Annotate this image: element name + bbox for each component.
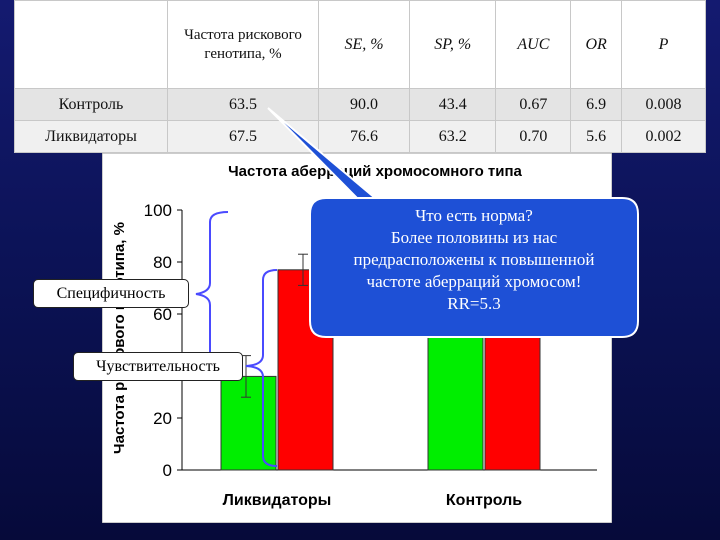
header-cell-se: SE, % xyxy=(317,0,411,89)
table-cell: 90.0 xyxy=(317,88,411,121)
bubble-line: частоте аберраций хромосом! xyxy=(366,272,582,291)
table-cell: 43.4 xyxy=(409,88,497,121)
table-cell: 0.70 xyxy=(495,120,572,153)
sensitivity-label: Чувствительность xyxy=(73,352,243,381)
y-tick-label: 80 xyxy=(153,253,172,272)
bubble-line: RR=5.3 xyxy=(447,294,501,313)
row-label: Ликвидаторы xyxy=(14,120,168,153)
y-tick-label: 100 xyxy=(144,201,172,220)
header-cell-auc: AUC xyxy=(495,0,572,89)
bar xyxy=(220,375,277,471)
y-tick-label: 60 xyxy=(153,305,172,324)
header-cell-sp: SP, % xyxy=(409,0,497,89)
x-tick-label: Контроль xyxy=(446,492,522,509)
stats-table: Частота рискового генотипа, % SE, % SP, … xyxy=(14,0,707,153)
x-tick-label: Ликвидаторы xyxy=(223,492,332,509)
specificity-label: Специфичность xyxy=(33,279,189,308)
table-cell: 6.9 xyxy=(570,88,622,121)
table-cell: 63.5 xyxy=(167,88,319,121)
sensitivity-bracket xyxy=(245,269,278,467)
table-row: Ликвидаторы 67.5 76.6 63.2 0.70 5.6 0.00… xyxy=(14,120,707,153)
header-cell xyxy=(14,0,168,89)
chart-title: Частота аберраций хромосомного типа xyxy=(228,163,522,180)
table-cell: 5.6 xyxy=(570,120,622,153)
bubble-line: Более половины из нас xyxy=(390,228,558,247)
header-cell-or: OR xyxy=(570,0,622,89)
speech-bubble xyxy=(267,107,639,338)
speech-bubble-text: Что есть норма? Более половины из нас пр… xyxy=(315,205,633,335)
y-tick-label: 0 xyxy=(163,461,172,480)
bubble-line: предрасположены к повышенной xyxy=(353,250,595,269)
table-cell: 76.6 xyxy=(317,120,411,153)
y-tick-label: 20 xyxy=(153,409,172,428)
bubble-line: Что есть норма? xyxy=(415,206,533,225)
header-cell-p: P xyxy=(620,0,707,89)
table-cell: 67.5 xyxy=(167,120,319,153)
table-cell: 63.2 xyxy=(409,120,497,153)
table-header-row: Частота рискового генотипа, % SE, % SP, … xyxy=(14,0,707,89)
table-cell: 0.002 xyxy=(620,120,707,153)
